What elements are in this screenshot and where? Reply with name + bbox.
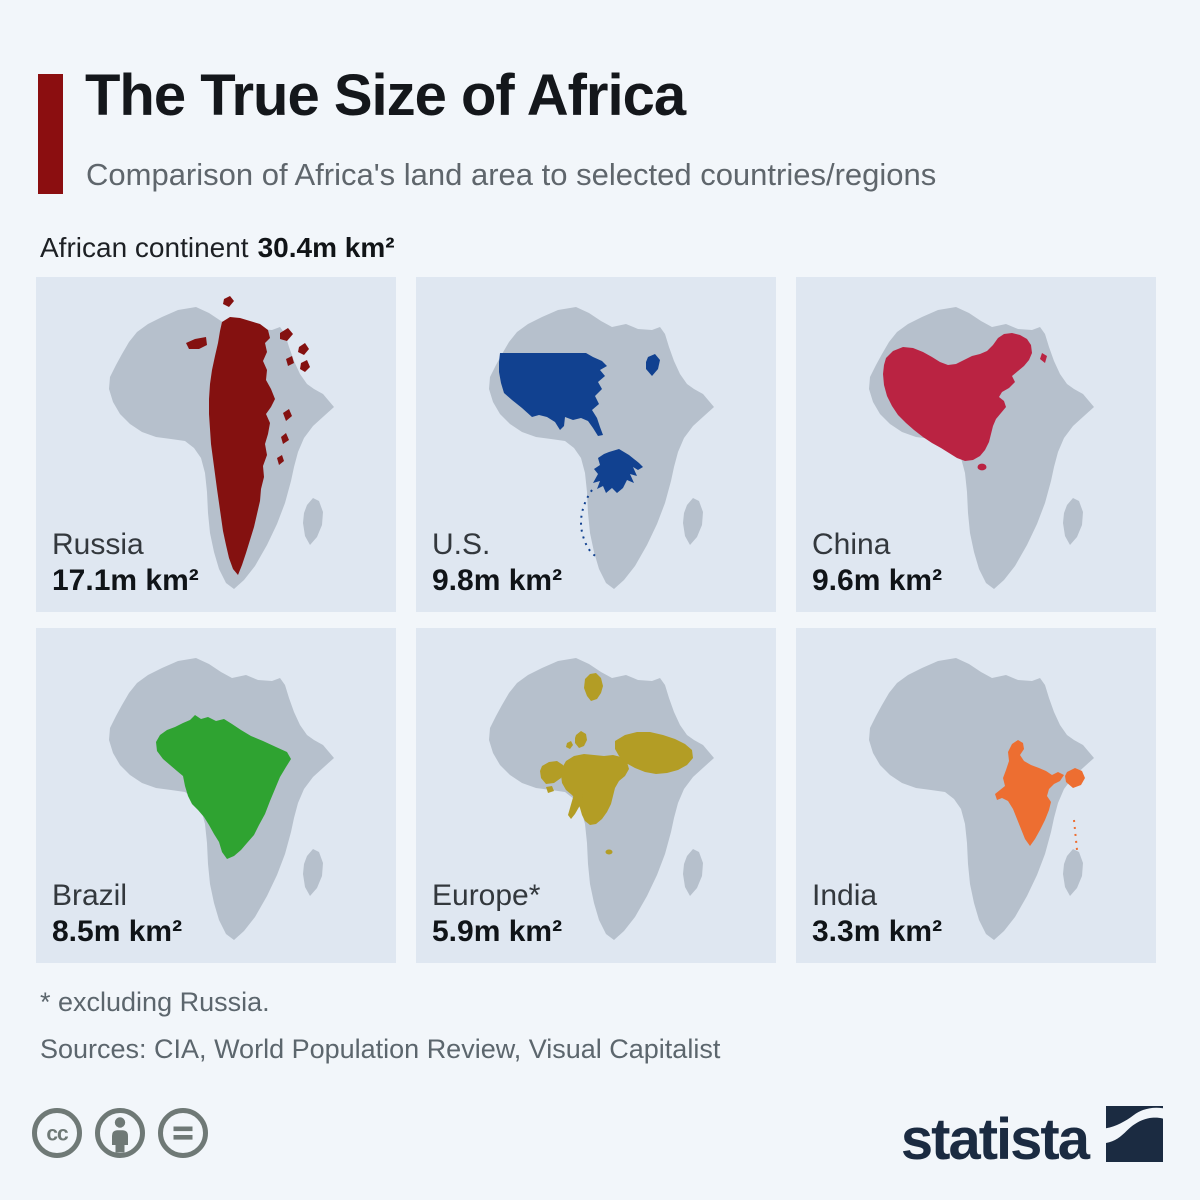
panel-russia: Russia 17.1m km² <box>36 277 396 612</box>
cc-attribution-icon[interactable] <box>94 1107 146 1159</box>
brazil-shape <box>156 715 291 859</box>
reference-line: African continent 30.4m km² <box>40 232 395 264</box>
country-name: Russia <box>52 528 144 562</box>
country-name: U.S. <box>432 528 491 562</box>
panel-us: U.S. 9.8m km² <box>416 277 776 612</box>
panel-label: Russia 17.1m km² <box>52 527 199 598</box>
license-badges: cc <box>31 1107 209 1159</box>
panel-china: China 9.6m km² <box>796 277 1156 612</box>
country-area-value: 9.6m km² <box>812 563 943 597</box>
map-china-over-africa <box>869 307 1094 589</box>
map-russia-over-africa <box>109 296 334 589</box>
country-name: India <box>812 879 878 913</box>
panel-brazil: Brazil 8.5m km² <box>36 628 396 963</box>
footnote: * excluding Russia. <box>40 987 270 1017</box>
panel-europe: Europe* 5.9m km² <box>416 628 776 963</box>
page-title: The True Size of Africa <box>85 63 686 128</box>
statista-wordmark: statista <box>900 1106 1090 1172</box>
europe-shape <box>540 673 693 855</box>
country-name: Europe* <box>432 879 541 913</box>
country-area-value: 17.1m km² <box>52 563 199 597</box>
panel-label: India 3.3m km² <box>812 878 942 949</box>
russia-shape <box>186 296 310 575</box>
india-shape <box>995 740 1085 846</box>
statista-swoosh <box>1106 1107 1163 1143</box>
panel-grid: Russia 17.1m km² U.S. 9.8m km² <box>36 277 1156 963</box>
country-name: Brazil <box>52 879 128 913</box>
cc-nd-icon[interactable] <box>157 1107 209 1159</box>
country-area-value: 8.5m km² <box>52 914 183 948</box>
reference-label: African continent <box>40 232 249 263</box>
country-name: China <box>812 528 891 562</box>
svg-text:cc: cc <box>46 1123 69 1146</box>
panel-label: Brazil 8.5m km² <box>52 878 182 949</box>
panel-label: China 9.6m km² <box>812 527 942 598</box>
panel-label: U.S. 9.8m km² <box>432 527 562 598</box>
country-area-value: 9.8m km² <box>432 563 563 597</box>
title-accent-bar <box>38 74 63 194</box>
reference-value: 30.4m km² <box>257 232 395 263</box>
cc-icon[interactable]: cc <box>31 1107 83 1159</box>
map-us-over-africa <box>489 307 714 589</box>
footer: * excluding Russia. Sources: CIA, World … <box>40 988 720 1083</box>
map-europe-over-africa <box>489 658 714 940</box>
panel-india: India 3.3m km² <box>796 628 1156 963</box>
page-subtitle: Comparison of Africa's land area to sele… <box>86 157 937 192</box>
china-shape <box>883 333 1047 471</box>
sources-line: Sources: CIA, World Population Review, V… <box>40 1034 721 1065</box>
us-shape <box>499 353 660 493</box>
map-india-over-africa <box>869 658 1094 940</box>
country-area-value: 3.3m km² <box>812 914 943 948</box>
andaman-islands-dotted <box>1073 819 1078 851</box>
statista-branding[interactable]: statista <box>900 1106 1163 1172</box>
map-brazil-over-africa <box>109 658 334 940</box>
country-area-value: 5.9m km² <box>432 914 563 948</box>
panel-label: Europe* 5.9m km² <box>432 878 562 949</box>
statista-logo-icon <box>1106 1106 1163 1162</box>
